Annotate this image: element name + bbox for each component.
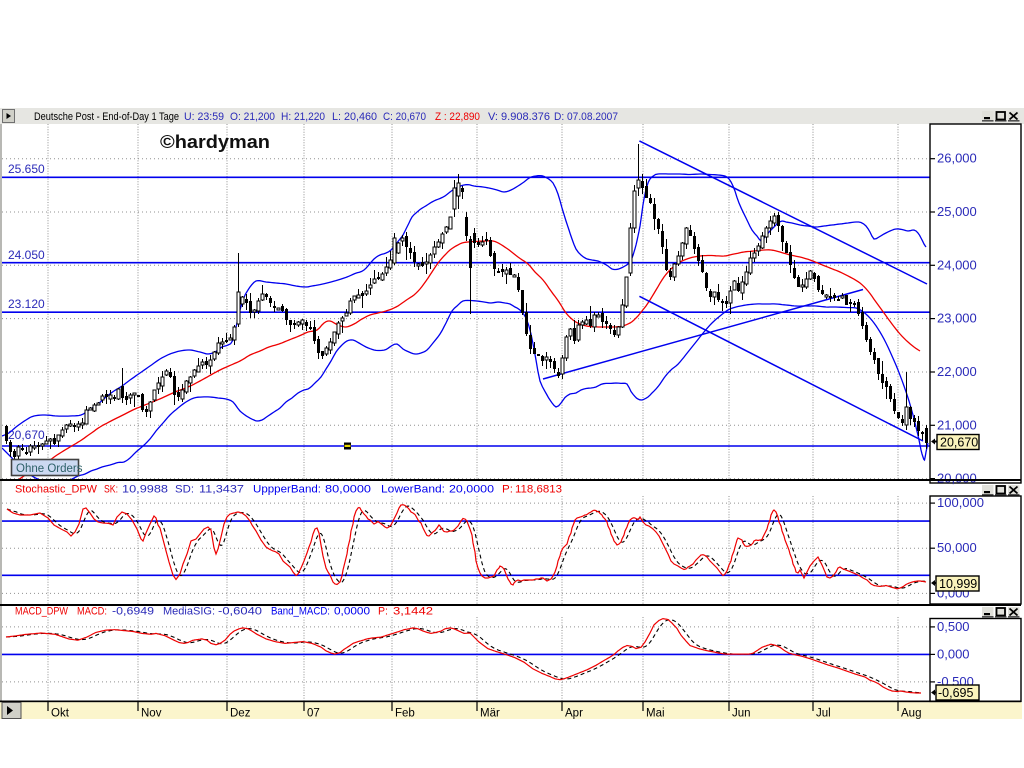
svg-text:©hardyman: ©hardyman bbox=[160, 132, 270, 152]
svg-text:-0,695: -0,695 bbox=[938, 686, 973, 700]
svg-text:24,000: 24,000 bbox=[937, 257, 977, 272]
svg-text:Mär: Mär bbox=[480, 708, 500, 720]
svg-text:10,999: 10,999 bbox=[939, 577, 977, 591]
svg-text:Okt: Okt bbox=[51, 708, 70, 720]
svg-text:24.050: 24.050 bbox=[8, 248, 45, 262]
svg-text:25.650: 25.650 bbox=[8, 162, 45, 176]
svg-text:Ohne Orders: Ohne Orders bbox=[16, 463, 83, 475]
svg-text:20,670: 20,670 bbox=[940, 436, 978, 450]
svg-text:Jun: Jun bbox=[732, 708, 751, 720]
svg-text:50,000: 50,000 bbox=[937, 540, 977, 555]
svg-text:0,000: 0,000 bbox=[937, 646, 970, 661]
svg-text:Jul: Jul bbox=[816, 708, 831, 720]
svg-text:Feb: Feb bbox=[395, 708, 415, 720]
svg-text:Aug: Aug bbox=[901, 708, 921, 720]
svg-text:25,000: 25,000 bbox=[937, 204, 977, 219]
svg-text:07: 07 bbox=[307, 708, 320, 720]
svg-text:Deutsche Post - End-of-Day 1 T: Deutsche Post - End-of-Day 1 Tage U: 23:5… bbox=[34, 111, 618, 123]
svg-text:Mai: Mai bbox=[646, 708, 665, 720]
svg-text:Dez: Dez bbox=[230, 708, 251, 720]
svg-text:22,000: 22,000 bbox=[937, 364, 977, 379]
svg-text:20,000: 20,000 bbox=[937, 471, 977, 486]
svg-text:20,670: 20,670 bbox=[8, 428, 45, 442]
svg-text:23,000: 23,000 bbox=[937, 311, 977, 326]
svg-text:0,500: 0,500 bbox=[937, 619, 970, 634]
svg-text:26,000: 26,000 bbox=[937, 151, 977, 166]
svg-text:Nov: Nov bbox=[141, 708, 162, 720]
svg-text:100,000: 100,000 bbox=[937, 495, 984, 510]
svg-text:Apr: Apr bbox=[565, 708, 583, 720]
svg-text:23.120: 23.120 bbox=[8, 297, 45, 311]
svg-text:21,000: 21,000 bbox=[937, 417, 977, 432]
